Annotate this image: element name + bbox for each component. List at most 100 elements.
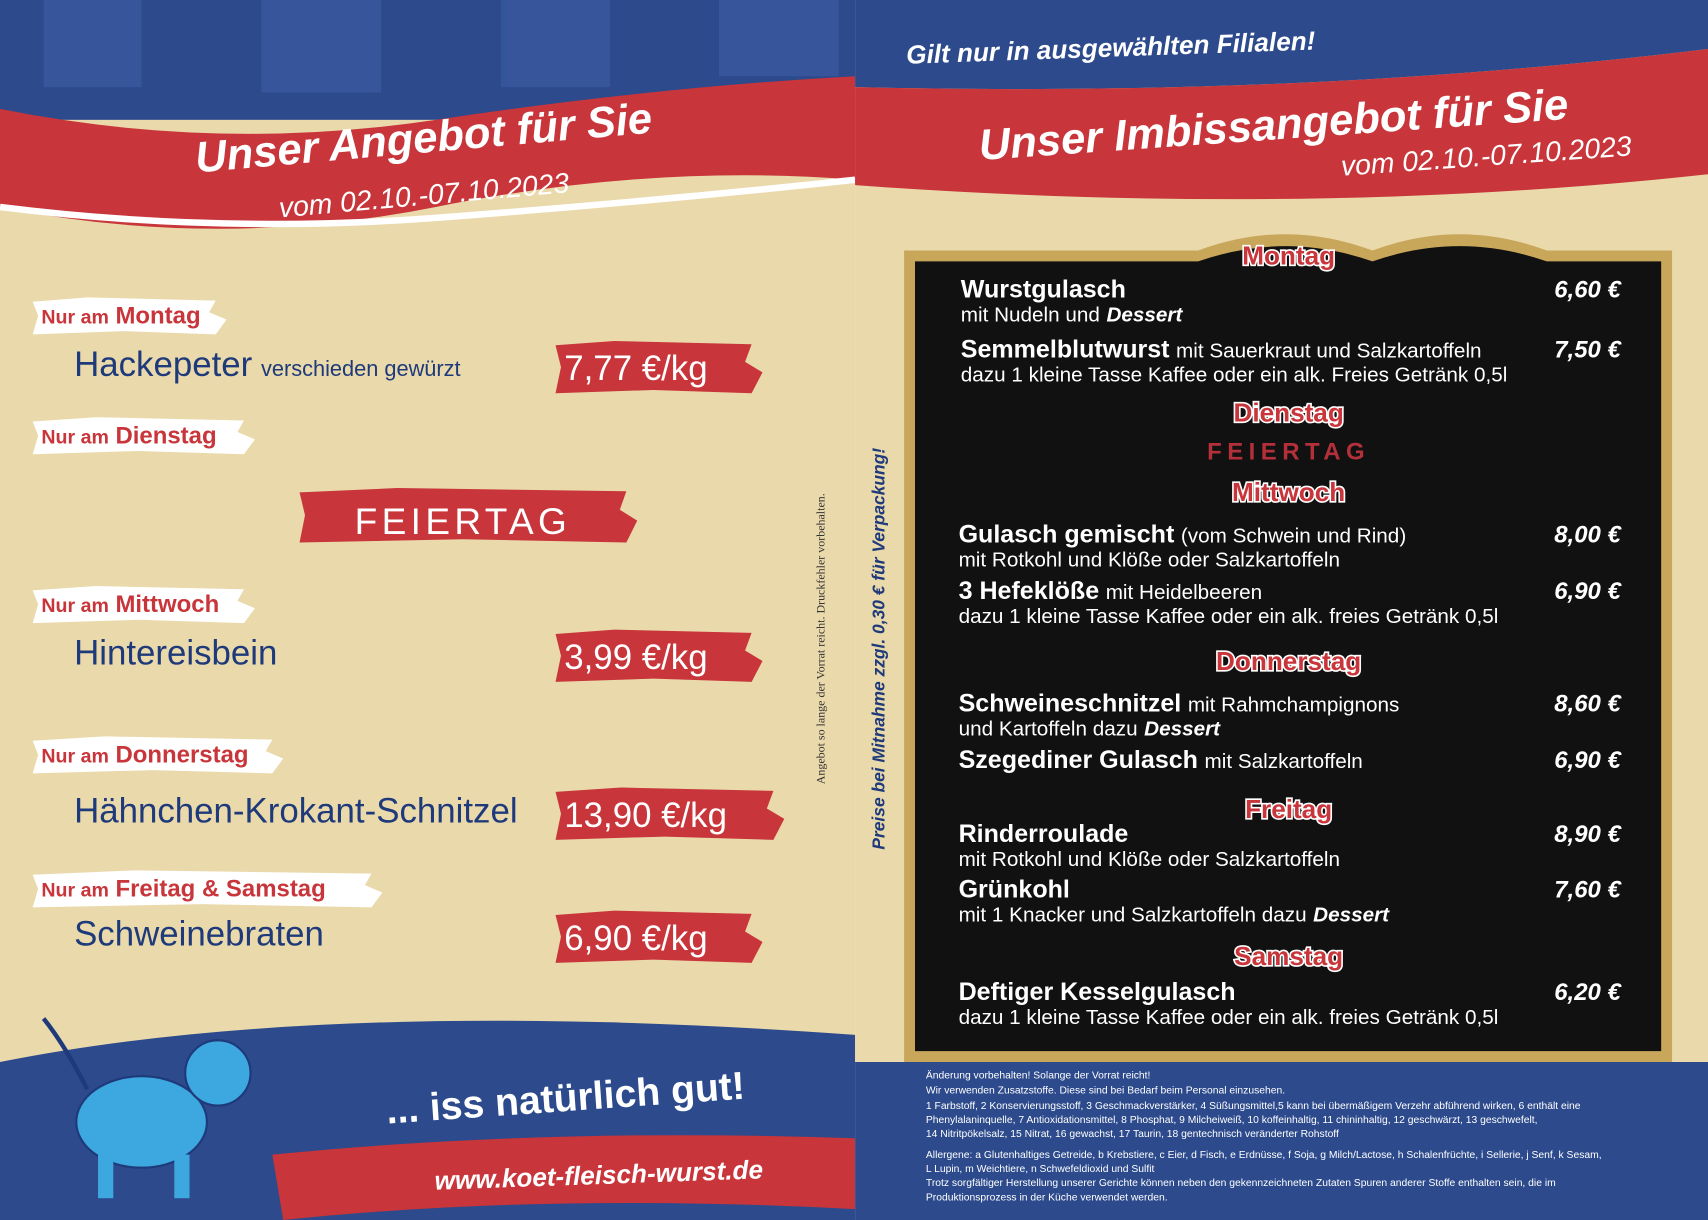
offer-product: Hähnchen-Krokant-Schnitzel [74,791,518,830]
offer-day: Montag [115,303,200,330]
left-red-band [0,76,856,229]
dish-name: Gulasch gemischt [959,520,1175,548]
dish-emphasis: Dessert [1144,717,1221,740]
offer-name: Schweinebraten [74,914,324,953]
footer-line: Trotz sorgfältiger Herstellung unserer G… [926,1178,1556,1189]
dish-line2: dazu 1 kleine Tasse Kaffee oder ein alk.… [959,605,1499,628]
dish-name: Grünkohl [959,876,1070,904]
offer-day-label: Nur am Mittwoch [41,591,219,618]
offer-prefix: Nur am [41,307,109,329]
dish-inline: mit Salzkartoffeln [1205,750,1363,773]
dish-name: Deftiger Kesselgulasch [959,978,1236,1006]
offer-product: Hackepeter [74,345,253,384]
dish-price: 7,50 € [1554,336,1622,363]
offer-prefix: Nur am [41,879,109,901]
dish-name: Schweineschnitzel [959,689,1182,717]
dish-price: 6,20 € [1554,979,1622,1006]
side-note-2: Preise bei Mitnahme zzgl. 0,30 € für Ver… [869,448,889,850]
footer-line: Allergene: a Glutenhaltiges Getreide, b … [926,1150,1602,1161]
offer-name: Hackepeter verschieden gewürzt [74,345,461,384]
dish-desc: dazu 1 kleine Tasse Kaffee oder ein alk.… [961,363,1508,386]
offer-note: verschieden gewürzt [261,356,461,381]
offer-special: FEIERTAG [355,500,572,542]
right-top-band [855,0,1708,90]
dish-price: 6,90 € [1554,578,1622,605]
brush-stroke [299,488,638,543]
cow [41,1017,252,1199]
url-band [272,1135,856,1220]
dish: Wurstgulasch [961,275,1126,303]
day-heading: Mittwoch [1232,477,1345,507]
dish-line2: mit Rotkohl und Klöße oder Salzkartoffel… [959,548,1340,571]
offer-price: 13,90 €/kg [564,796,727,835]
offer-day-label: Nur am Dienstag [41,422,216,449]
dish-name: Semmelblutwurst [961,335,1170,363]
offer-prefix: Nur am [41,426,109,448]
dish-price: 8,90 € [1554,821,1622,848]
dish-line2: dazu 1 kleine Tasse Kaffee oder ein alk.… [961,363,1508,386]
dish-line2: dazu 1 kleine Tasse Kaffee oder ein alk.… [959,1006,1499,1029]
dish-price: 8,60 € [1554,690,1622,717]
dish-line2: und Kartoffeln dazu [959,717,1138,740]
brush-stroke [555,910,763,963]
offer-day: Donnerstag [115,742,248,769]
dish: Deftiger Kesselgulasch [959,978,1236,1006]
footer-line: L Lupin, m Weichtiere, n Schwefeldioxid … [926,1164,1155,1175]
offer-prefix: Nur am [41,595,109,617]
brush-stroke [32,417,255,455]
dish-name: Szegediner Gulasch [959,746,1198,774]
brush-stroke [555,340,763,394]
dish-inline: mit Heidelbeeren [1106,581,1262,604]
dish-inline: mit Rahmchampignons [1188,693,1400,716]
offer-day: Mittwoch [115,591,219,618]
offer-day-label: Nur am Donnerstag [41,742,248,769]
offer-name: Hähnchen-Krokant-Schnitzel [74,791,518,830]
dish-desc: mit Rotkohl und Klöße oder Salzkartoffel… [959,548,1340,571]
dish-line2: mit Rotkohl und Klöße oder Salzkartoffel… [959,848,1340,871]
dish: Szegediner Gulasch mit Salzkartoffeln [959,746,1363,774]
day-heading: Freitag [1245,794,1332,824]
dish-price: 6,90 € [1554,747,1622,774]
board [915,246,1662,1052]
dish-line2: mit 1 Knacker und Salzkartoffeln dazu [959,904,1307,927]
dish-name: Wurstgulasch [961,275,1126,303]
offer-day-label: Nur am Montag [41,303,200,330]
dish-name: 3 Hefeklöße [959,577,1100,605]
brush-stroke [555,629,763,682]
dish-name: Rinderroulade [959,820,1129,848]
dish-price: 7,60 € [1554,877,1622,904]
dish: 3 Hefeklöße mit Heidelbeeren [959,577,1263,605]
day-heading: Donnerstag [1216,646,1361,676]
brush-stroke [555,787,785,840]
offer-prefix: Nur am [41,746,109,768]
offer-price: 3,99 €/kg [564,638,707,677]
castle [43,0,839,93]
day-note: FEIERTAG [1207,439,1370,466]
footer-line: Wir verwenden Zusatzstoffe. Diese sind b… [926,1086,1285,1097]
offer-day: Dienstag [115,422,216,449]
dish-emphasis: Dessert [1313,904,1390,927]
footer-line: 14 Nitritpökelsalz, 15 Nitrat, 16 gewach… [926,1129,1339,1140]
offer-product: Hintereisbein [74,633,277,672]
dish-inline: (vom Schwein und Rind) [1181,524,1406,547]
offer-name: Hintereisbein [74,633,277,672]
dish-emphasis: Dessert [1106,303,1183,326]
dish: Schweineschnitzel mit Rahmchampignons [959,689,1400,717]
dish-desc: dazu 1 kleine Tasse Kaffee oder ein alk.… [959,1006,1499,1029]
dish-price: 6,60 € [1554,276,1622,303]
footer-line: Änderung vorbehalten! Solange der Vorrat… [926,1069,1150,1081]
dish-desc: mit Rotkohl und Klöße oder Salzkartoffel… [959,848,1340,871]
dish: Gulasch gemischt (vom Schwein und Rind) [959,520,1407,548]
offer-product: Schweinebraten [74,914,324,953]
dish-line2: mit Nudeln und [961,303,1100,326]
left-band-edge [0,176,856,228]
dish-desc: mit Nudeln und Dessert [961,303,1184,326]
dish-desc: und Kartoffeln dazu Dessert [959,717,1222,740]
offer-day-label: Nur am Freitag & Samstag [41,875,325,902]
dish-desc: dazu 1 kleine Tasse Kaffee oder ein alk.… [959,605,1499,628]
dish-desc: mit 1 Knacker und Salzkartoffeln dazu Des… [959,904,1391,927]
dish: Grünkohl [959,876,1070,904]
brush-stroke [32,870,383,908]
offer-price: 7,77 €/kg [564,349,707,388]
